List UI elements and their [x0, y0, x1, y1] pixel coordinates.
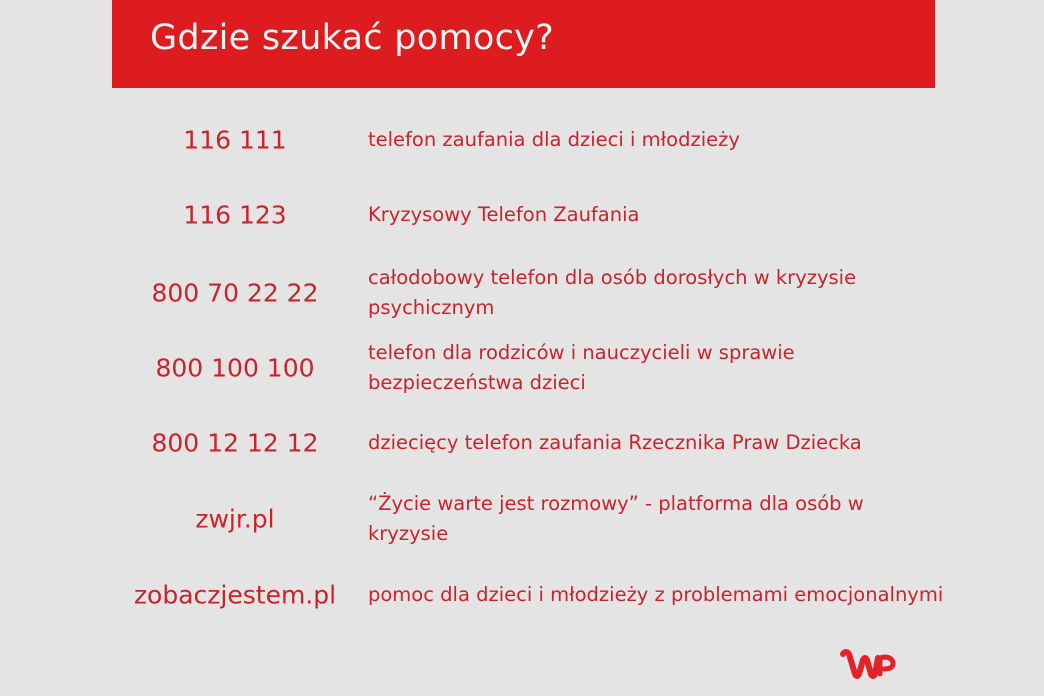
contact-number: 116 123	[183, 200, 287, 230]
contact-number: 800 100 100	[155, 353, 315, 383]
contact-number: 800 12 12 12	[151, 428, 319, 458]
contact-number: 800 70 22 22	[151, 278, 319, 308]
contact-description: pomoc dla dzieci i młodzieży z problemam…	[368, 583, 944, 606]
header-banner: Gdzie szukać pomocy?	[112, 0, 935, 88]
contact-description: telefon dla rodziców i nauczycieli w spr…	[368, 341, 795, 394]
contact-website: zwjr.pl	[195, 504, 275, 534]
contact-website: zobaczjestem.pl	[133, 580, 337, 610]
contact-description: Kryzysowy Telefon Zaufania	[368, 203, 640, 226]
wp-logo-icon	[840, 649, 896, 679]
contact-description: dziecięcy telefon zaufania Rzecznika Pra…	[368, 431, 862, 454]
contact-number: 116 111	[183, 125, 287, 155]
page-title: Gdzie szukać pomocy?	[150, 18, 555, 58]
contact-description: “Życie warte jest rozmowy” - platforma d…	[368, 492, 864, 545]
contact-description: całodobowy telefon dla osób dorosłych w …	[368, 266, 857, 319]
contact-description: telefon zaufania dla dzieci i młodzieży	[368, 128, 740, 151]
